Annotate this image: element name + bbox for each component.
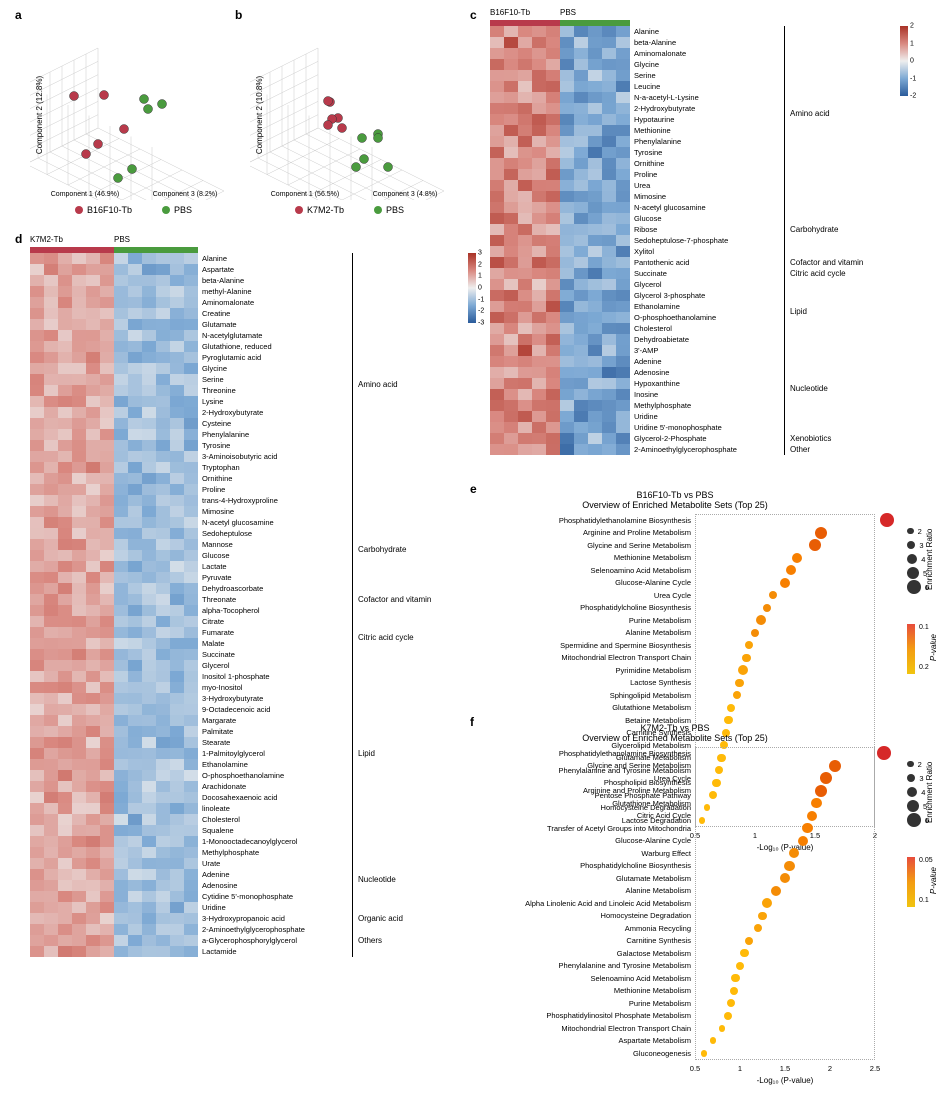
svg-text:Component 1 (56.5%): Component 1 (56.5%) [271,191,339,198]
legend-a: B16F10-Tb PBS [75,205,192,215]
heatmap-d: K7M2-TbPBSAlanineAspartatebeta-Alanineme… [30,247,198,957]
label-d: d [15,232,22,246]
label-b: b [235,8,242,22]
svg-text:Component 2 (12.8%): Component 2 (12.8%) [35,76,44,155]
heatmap-c: B16F10-TbPBSAlaninebeta-AlanineAminomalo… [490,20,630,455]
figure: a Component 2 (12.8%) Component 1 (46.9%)… [0,0,936,1050]
legend-b-g1: K7M2-Tb [307,205,344,215]
svg-text:Component 1 (46.9%): Component 1 (46.9%) [51,191,119,198]
scatter-b: Component 2 (10.8%) Component 1 (56.5%) Co… [250,20,450,200]
scatter-a: Component 2 (12.8%) Component 1 (46.9%) Co… [30,20,230,200]
legend-b: K7M2-Tb PBS [295,205,404,215]
label-f: f [470,715,474,729]
legend-a-g2: PBS [174,205,192,215]
label-c: c [470,8,477,22]
svg-text:Component 3 (8.2%): Component 3 (8.2%) [153,191,218,198]
legend-b-g2: PBS [386,205,404,215]
dotplot-f: K7M2-Tb vs PBSOverview of Enriched Metab… [475,723,935,1094]
svg-text:Component 3 (4.8%): Component 3 (4.8%) [373,191,438,198]
svg-text:Component 2 (10.8%): Component 2 (10.8%) [255,76,264,155]
label-a: a [15,8,22,22]
legend-a-g1: B16F10-Tb [87,205,132,215]
